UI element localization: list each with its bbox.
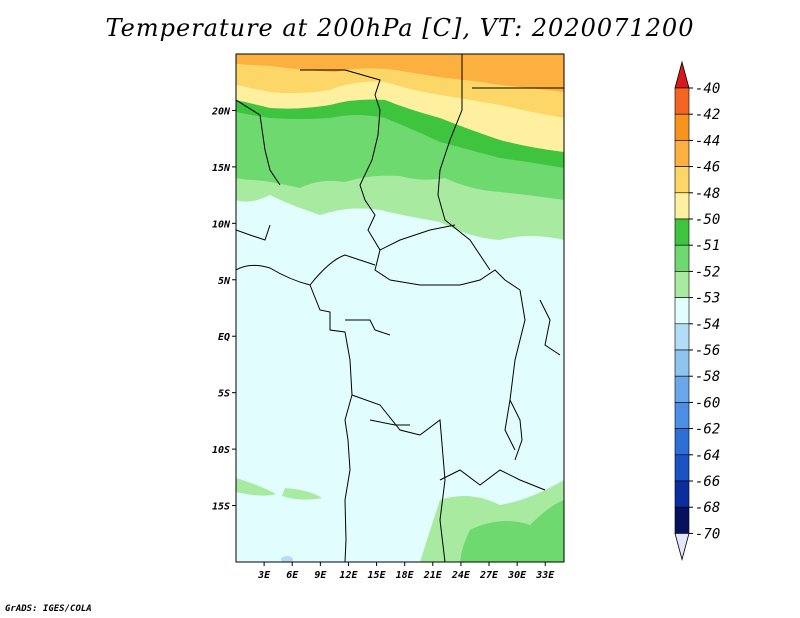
colorbar-label: -48 [695, 186, 720, 202]
colorbar-segment [674, 113, 690, 141]
colorbar-label: -44 [695, 133, 720, 149]
colorbar-segment [674, 454, 690, 482]
colorbar-segment [674, 140, 690, 167]
colorbar-segment [674, 428, 690, 456]
colorbar-label: -56 [695, 343, 720, 359]
band-minus52-south [460, 500, 564, 562]
colorbar-segment [674, 87, 690, 115]
lon-tick-label: 3E [257, 570, 271, 581]
lat-tick-label: 15N [212, 163, 231, 174]
lon-tick-label: 9E [314, 570, 327, 581]
latitude-axis: 20N 15N 10N 5N EQ 5S 10S 15S [211, 106, 236, 513]
colorbar-segment [674, 297, 690, 325]
lat-tick-label: 15S [212, 502, 230, 513]
lon-tick-label: 12E [339, 570, 358, 581]
colorbar-label: -40 [695, 81, 720, 97]
colorbar-label: -62 [695, 422, 720, 438]
colorbar-label: -50 [695, 212, 720, 228]
colorbar-top-arrow [674, 60, 690, 89]
country-borders [236, 54, 564, 562]
colorbar-label: -52 [695, 264, 720, 280]
colorbar-segment [674, 166, 690, 194]
lon-tick-label: 33E [535, 570, 555, 581]
colorbar-label: -54 [695, 317, 720, 333]
colorbar-label: -46 [695, 160, 720, 176]
colorbar-label: -42 [695, 107, 720, 123]
colorbar-label: -58 [695, 369, 720, 385]
lon-tick-label: 6E [286, 570, 299, 581]
colorbar-segment [674, 271, 690, 298]
lat-tick-label: 5N [218, 276, 231, 287]
lat-tick-label: 10S [212, 445, 230, 456]
blue-patch [281, 556, 293, 562]
colorbar-label: -64 [695, 448, 720, 464]
longitude-axis: 3E 6E 9E 12E 15E 18E 21E 24E 27E 30E 33E [257, 562, 555, 581]
credit-text: GrADS: IGES/COLA [5, 604, 92, 614]
colorbar-segment [674, 402, 690, 429]
colorbar: -40 -42 -44 -46 -48 -50 -51 -52 -53 -54 -56 -58 -60 -… [674, 60, 720, 561]
lon-tick-label: 27E [479, 570, 499, 581]
colorbar-label: -53 [695, 291, 720, 307]
colorbar-label: -70 [695, 526, 720, 542]
lat-tick-label: 5S [218, 389, 230, 400]
colorbar-label: -60 [695, 395, 720, 411]
band-minus53-sw2 [282, 488, 322, 500]
map-title: Temperature at 200hPa [C], VT: 202007120… [105, 14, 695, 42]
lat-tick-label: 10N [212, 219, 231, 230]
colorbar-segment [674, 480, 690, 508]
lon-tick-label: 24E [451, 570, 471, 581]
colorbar-segment [674, 244, 690, 272]
lon-tick-label: 15E [368, 570, 387, 581]
lon-tick-label: 21E [423, 570, 443, 581]
colorbar-segment [674, 323, 690, 351]
colorbar-segment [674, 375, 690, 403]
plot-frame [235, 53, 565, 563]
lat-tick-label: 20N [211, 106, 231, 117]
lon-tick-label: 30E [507, 570, 527, 581]
temperature-field [236, 54, 564, 562]
band-minus53-sw [236, 478, 276, 496]
colorbar-label: -51 [695, 238, 720, 254]
lat-tick-label: EQ [218, 332, 230, 343]
band-minus46-north [236, 54, 564, 92]
lon-tick-label: 18E [396, 570, 415, 581]
colorbar-segment [674, 506, 690, 534]
colorbar-segment [674, 349, 690, 377]
colorbar-label: -66 [695, 474, 720, 490]
colorbar-label: -68 [695, 500, 720, 516]
colorbar-segment [674, 192, 690, 220]
colorbar-segment [674, 218, 690, 246]
colorbar-bottom-arrow [674, 533, 690, 561]
